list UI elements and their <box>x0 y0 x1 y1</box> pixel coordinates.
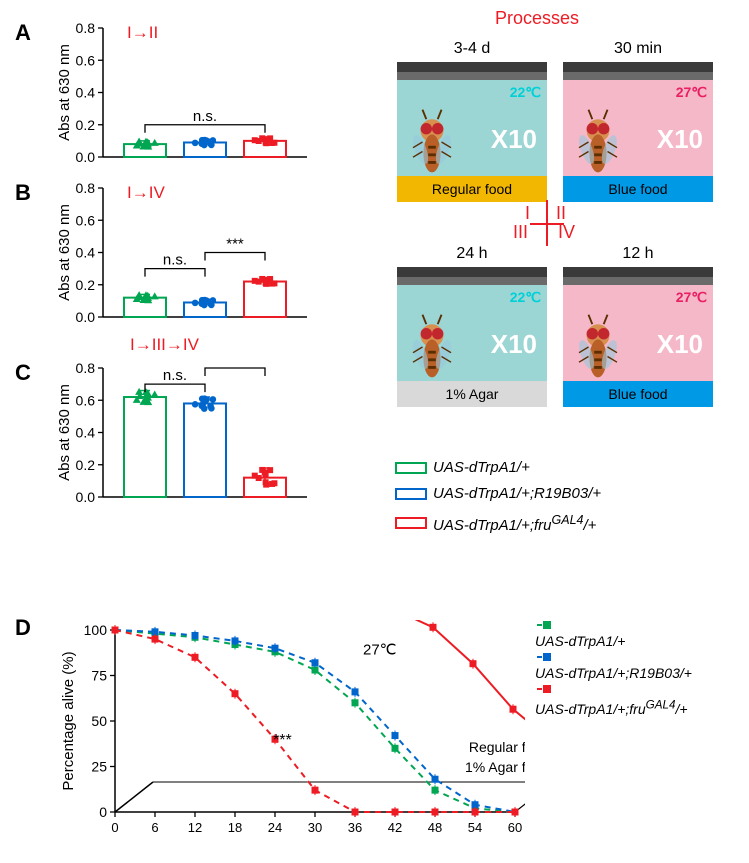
svg-text:75: 75 <box>91 668 107 684</box>
panel-c-chart: 0.0 0.2 0.4 0.6 0.8Abs at 630 nm n.s. *** <box>55 360 315 515</box>
svg-text:0.0: 0.0 <box>76 309 96 325</box>
panel-d-legend-item-0: UAS-dTrpA1/+ <box>535 620 692 652</box>
genotype-legend: UAS-dTrpA1/+ UAS-dTrpA1/+;R19B03/+ UAS-d… <box>395 455 601 539</box>
card-time: 12 h <box>563 245 713 263</box>
svg-text:0.2: 0.2 <box>76 457 96 473</box>
svg-text:50: 50 <box>91 713 107 729</box>
panel-b-subtitle: I→III→IV <box>130 335 199 355</box>
panel-letter-b: B <box>15 180 31 206</box>
svg-text:0.0: 0.0 <box>76 149 96 165</box>
svg-text:***: *** <box>226 236 244 253</box>
svg-text:0: 0 <box>111 820 118 835</box>
panel-letter-a: A <box>15 20 31 46</box>
svg-text:0.2: 0.2 <box>76 277 96 293</box>
fly-icon <box>569 309 627 385</box>
legend-item-2: UAS-dTrpA1/+;R19B03/+ <box>395 481 601 507</box>
svg-text:60: 60 <box>508 820 522 835</box>
svg-text:I→IV: I→IV <box>127 183 165 202</box>
fly-icon <box>569 104 627 180</box>
svg-text:0.4: 0.4 <box>76 245 96 261</box>
svg-text:1% Agar food: 1% Agar food <box>465 759 525 775</box>
svg-text:100: 100 <box>84 622 108 638</box>
panel-letter-c: C <box>15 360 31 386</box>
card-bottom-label: Regular food <box>397 176 547 202</box>
svg-text:0.6: 0.6 <box>76 212 96 228</box>
card-x10: X10 <box>657 124 703 155</box>
roman-hline <box>530 223 564 225</box>
panel-a-chart: 0.0 0.2 0.4 0.6 0.8Abs at 630 nm n.s. I→II <box>55 20 315 175</box>
svg-text:24: 24 <box>268 820 282 835</box>
process-card-IV: 12 h 27℃ X10 Blue food <box>563 245 713 405</box>
legend-item-3: UAS-dTrpA1/+;fruGAL4/+ <box>395 507 601 539</box>
svg-text:6: 6 <box>151 820 158 835</box>
svg-text:48: 48 <box>428 820 442 835</box>
fly-icon <box>403 309 461 385</box>
card-bottom-label: Blue food <box>563 381 713 407</box>
svg-text:0.4: 0.4 <box>76 425 96 441</box>
card-x10: X10 <box>491 124 537 155</box>
svg-text:0.0: 0.0 <box>76 489 96 505</box>
legend-item-1: UAS-dTrpA1/+ <box>395 455 601 481</box>
svg-text:27℃: 27℃ <box>363 642 397 659</box>
svg-text:Abs at 630 nm: Abs at 630 nm <box>56 44 73 141</box>
panel-b-chart: 0.0 0.2 0.4 0.6 0.8Abs at 630 nm n.s. *** I→IV <box>55 180 315 335</box>
panel-d-legend: UAS-dTrpA1/+ UAS-dTrpA1/+;R19B03/+ UAS-d… <box>535 620 692 720</box>
svg-text:12: 12 <box>188 820 202 835</box>
card-time: 24 h <box>397 245 547 263</box>
svg-text:0.2: 0.2 <box>76 117 96 133</box>
roman-I: I <box>525 203 530 224</box>
card-bottom-label: 1% Agar <box>397 381 547 407</box>
svg-text:***: *** <box>273 732 292 749</box>
fly-icon <box>403 104 461 180</box>
svg-text:Percentage alive (%): Percentage alive (%) <box>60 651 77 790</box>
roman-IV: IV <box>558 222 575 243</box>
process-card-II: 30 min 27℃ X10 Blue food <box>563 40 713 200</box>
svg-text:54: 54 <box>468 820 482 835</box>
svg-text:30: 30 <box>308 820 322 835</box>
panel-d-chart: 025507510006121824303642485460(h)Percent… <box>55 620 525 850</box>
svg-text:42: 42 <box>388 820 402 835</box>
processes-heading: Processes <box>495 8 579 29</box>
process-card-I: 3-4 d 22℃ X10 Regular food <box>397 40 547 200</box>
svg-text:0.8: 0.8 <box>76 20 96 36</box>
svg-text:0.8: 0.8 <box>76 360 96 376</box>
panel-d-legend-item-1: UAS-dTrpA1/+;R19B03/+ <box>535 652 692 684</box>
svg-text:n.s.: n.s. <box>163 367 187 384</box>
svg-text:***: *** <box>226 360 244 368</box>
card-temp: 22℃ <box>510 289 541 306</box>
svg-text:0.6: 0.6 <box>76 52 96 68</box>
svg-text:0.8: 0.8 <box>76 180 96 196</box>
svg-text:Abs at 630 nm: Abs at 630 nm <box>56 204 73 301</box>
card-x10: X10 <box>657 329 703 360</box>
card-time: 3-4 d <box>397 40 547 58</box>
svg-text:36: 36 <box>348 820 362 835</box>
panel-d-legend-item-2: UAS-dTrpA1/+;fruGAL4/+ <box>535 684 692 720</box>
card-temp: 22℃ <box>510 84 541 101</box>
card-x10: X10 <box>491 329 537 360</box>
card-temp: 27℃ <box>676 289 707 306</box>
svg-text:25: 25 <box>91 759 107 775</box>
svg-text:Abs at 630 nm: Abs at 630 nm <box>56 384 73 481</box>
panel-letter-d: D <box>15 615 31 641</box>
svg-text:I→II: I→II <box>127 23 158 42</box>
svg-text:Regular food: Regular food <box>469 739 525 755</box>
svg-text:n.s.: n.s. <box>193 108 217 125</box>
svg-text:n.s.: n.s. <box>163 252 187 269</box>
card-time: 30 min <box>563 40 713 58</box>
card-bottom-label: Blue food <box>563 176 713 202</box>
svg-text:0.6: 0.6 <box>76 392 96 408</box>
svg-text:18: 18 <box>228 820 242 835</box>
process-card-III: 24 h 22℃ X10 1% Agar <box>397 245 547 405</box>
svg-text:0: 0 <box>99 804 107 820</box>
svg-text:0.4: 0.4 <box>76 85 96 101</box>
card-temp: 27℃ <box>676 84 707 101</box>
roman-III: III <box>513 222 528 243</box>
roman-II: II <box>556 203 566 224</box>
